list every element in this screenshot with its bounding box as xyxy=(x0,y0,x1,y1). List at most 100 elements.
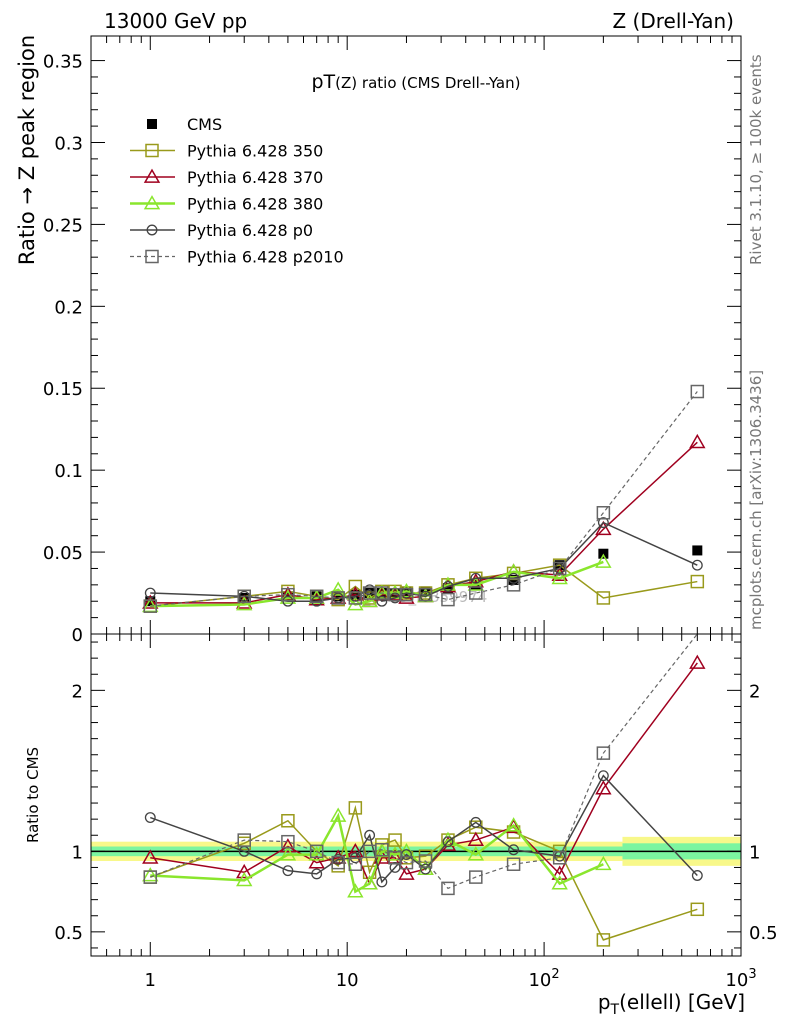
data-point xyxy=(142,594,159,609)
legend-label: Pythia 6.428 p0 xyxy=(187,221,313,240)
data-point xyxy=(373,842,391,858)
data-point xyxy=(375,842,389,857)
legend-label: Pythia 6.428 350 xyxy=(187,142,323,161)
y-tick-label-right: 0.5 xyxy=(749,923,778,944)
legend-label: Pythia 6.428 380 xyxy=(187,195,323,214)
data-point xyxy=(506,857,521,871)
data-point xyxy=(281,587,295,602)
legend-entry-pythia-6-428-p2010: Pythia 6.428 p2010 xyxy=(130,248,344,267)
main-series-layer xyxy=(142,384,706,613)
data-point xyxy=(596,933,611,947)
ratio-panel-frame xyxy=(90,633,742,957)
data-point xyxy=(348,801,363,815)
ratio-series-layer xyxy=(142,633,706,947)
data-point xyxy=(467,831,484,847)
data-point xyxy=(364,829,376,841)
data-point xyxy=(690,902,705,917)
data-point xyxy=(469,586,483,600)
series-line xyxy=(150,441,698,604)
y-tick-label: 0.3 xyxy=(54,133,83,154)
data-point xyxy=(309,589,324,604)
y-tick-label: 2 xyxy=(72,681,83,702)
data-point xyxy=(279,586,297,601)
data-point xyxy=(281,814,295,828)
data-point xyxy=(142,867,159,882)
series-line xyxy=(150,391,698,607)
x-axis-label: pT(ellell) [GeV] xyxy=(598,990,745,1018)
main-series-pythia-6-428-p2010 xyxy=(143,384,705,613)
data-point xyxy=(279,846,297,861)
x-tick-label: 1 xyxy=(145,970,156,991)
legend-entry-pythia-6-428-370: Pythia 6.428 370 xyxy=(130,168,323,187)
legend-label: Pythia 6.428 p2010 xyxy=(187,248,344,267)
data-point xyxy=(361,875,378,890)
collision-energy-label: 13000 GeV pp xyxy=(104,9,247,33)
data-point xyxy=(311,868,323,880)
legend-marker xyxy=(146,224,158,236)
data-point xyxy=(347,883,364,898)
series-line xyxy=(150,774,698,884)
main-x-ticks xyxy=(90,36,742,634)
data-point xyxy=(388,833,402,847)
data-point xyxy=(329,581,347,596)
y-tick-label: 0.5 xyxy=(54,923,83,944)
data-point xyxy=(596,746,611,760)
main-panel-title: pT(Z) ratio (CMS Drell--Yan) xyxy=(312,71,521,93)
data-point xyxy=(373,584,391,599)
data-point xyxy=(595,520,612,536)
data-point xyxy=(333,591,344,602)
legend-entry-pythia-6-428-p0: Pythia 6.428 p0 xyxy=(130,221,313,240)
legend-marker xyxy=(145,143,159,158)
series-line xyxy=(150,564,698,607)
data-point xyxy=(282,865,294,877)
data-point xyxy=(308,854,325,869)
data-point xyxy=(420,863,431,875)
data-point xyxy=(236,871,253,887)
data-point xyxy=(505,817,522,832)
data-point xyxy=(331,591,345,605)
data-point xyxy=(309,844,324,859)
ratio-x-axis: 1 10 102 103 xyxy=(90,634,757,991)
data-point xyxy=(364,584,376,596)
data-point xyxy=(143,599,158,613)
data-point xyxy=(469,870,483,884)
data-point xyxy=(689,654,706,669)
data-point xyxy=(375,586,389,600)
data-point xyxy=(442,583,453,594)
data-point xyxy=(376,876,388,888)
data-point xyxy=(236,863,253,879)
data-point xyxy=(692,545,703,556)
data-point xyxy=(144,587,156,599)
data-point xyxy=(398,865,415,880)
cms-uncertainty-band xyxy=(91,836,741,866)
main-panel: Ratio → Z peak region pT(Z) ratio (CMS D… xyxy=(15,35,742,646)
data-point xyxy=(595,855,612,871)
legend-marker xyxy=(143,168,161,183)
ratio-ylabel: Ratio to CMS xyxy=(24,747,42,843)
y-tick-label: 0.2 xyxy=(54,297,83,318)
data-point xyxy=(689,433,706,449)
data-point xyxy=(551,865,568,880)
data-point xyxy=(143,870,158,884)
main-series-pythia-6-428-370 xyxy=(142,433,706,609)
rivet-version-note: Rivet 3.1.10, ≥ 100k events xyxy=(747,54,765,265)
data-point xyxy=(470,816,482,828)
legend-entry-cms: CMS xyxy=(147,115,222,134)
legend: CMS Pythia 6.428 350 Pythia 6.428 370 Pythi… xyxy=(130,115,344,267)
y-tick-label: 1 xyxy=(72,842,83,863)
data-point xyxy=(470,572,482,584)
data-point xyxy=(329,807,347,822)
data-point xyxy=(597,517,609,529)
data-point xyxy=(311,595,323,607)
series-line xyxy=(150,633,698,890)
data-point xyxy=(467,846,484,861)
data-point xyxy=(597,770,609,782)
data-point xyxy=(691,559,703,571)
y-tick-label-right: 2 xyxy=(749,681,760,702)
legend-marker xyxy=(143,195,161,210)
data-point xyxy=(595,553,612,568)
data-point xyxy=(142,849,159,864)
legend-marker xyxy=(145,249,159,264)
ratio-y-axis: 0.5 0.5 1 1 2 2 xyxy=(54,641,778,949)
data-point xyxy=(595,780,612,795)
